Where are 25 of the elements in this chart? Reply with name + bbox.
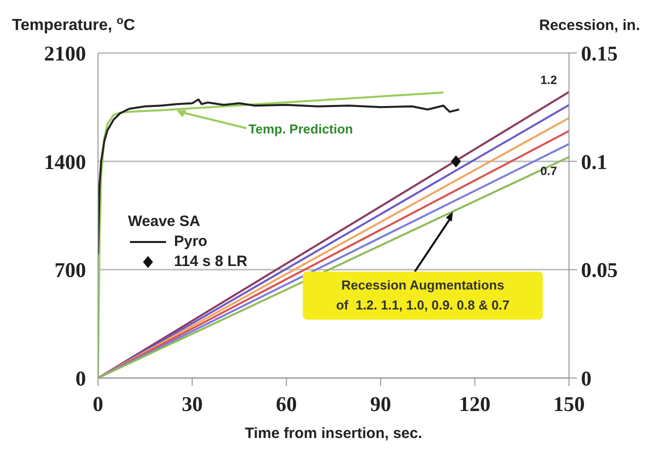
- x-axis-title: Time from insertion, sec.: [244, 425, 422, 442]
- y-tick-label: 2100: [44, 41, 86, 66]
- y-tick-label: 700: [54, 258, 86, 282]
- x-tick-label: 30: [182, 392, 203, 416]
- x-tick-label: 60: [276, 392, 297, 416]
- x-tick-label: 90: [370, 392, 392, 416]
- x-tick-label: 0: [92, 392, 104, 416]
- series-label: 0.7: [540, 164, 558, 178]
- legend-title: Weave SA: [128, 213, 202, 230]
- y2-tick-label: 0.1: [581, 150, 608, 174]
- y-tick-label: 1400: [44, 150, 86, 174]
- y2-tick-label: 0.05: [581, 258, 618, 282]
- line-series: [98, 98, 460, 256]
- x-tick-label: 150: [553, 392, 585, 416]
- x-tick-label: 120: [459, 392, 491, 416]
- y2-tick-label: 0: [581, 366, 592, 390]
- y2-tick-label: 0.15: [581, 41, 618, 66]
- legend-label: Pyro: [174, 233, 208, 250]
- annotation: Recession Augmentations of 1.2. 1.1, 1.0, 0.9. 0.8 & 0.7: [336, 278, 510, 313]
- legend-label: 114 s 8 LR: [174, 253, 248, 270]
- annotation: Temp. Prediction: [248, 121, 354, 136]
- y2-axis-title: Recession, in.: [539, 17, 640, 34]
- series-label: 1.2: [540, 73, 558, 87]
- y-axis-title: Temperature, $^{o}$C: [12, 15, 136, 34]
- y-tick-label: 0: [76, 366, 86, 390]
